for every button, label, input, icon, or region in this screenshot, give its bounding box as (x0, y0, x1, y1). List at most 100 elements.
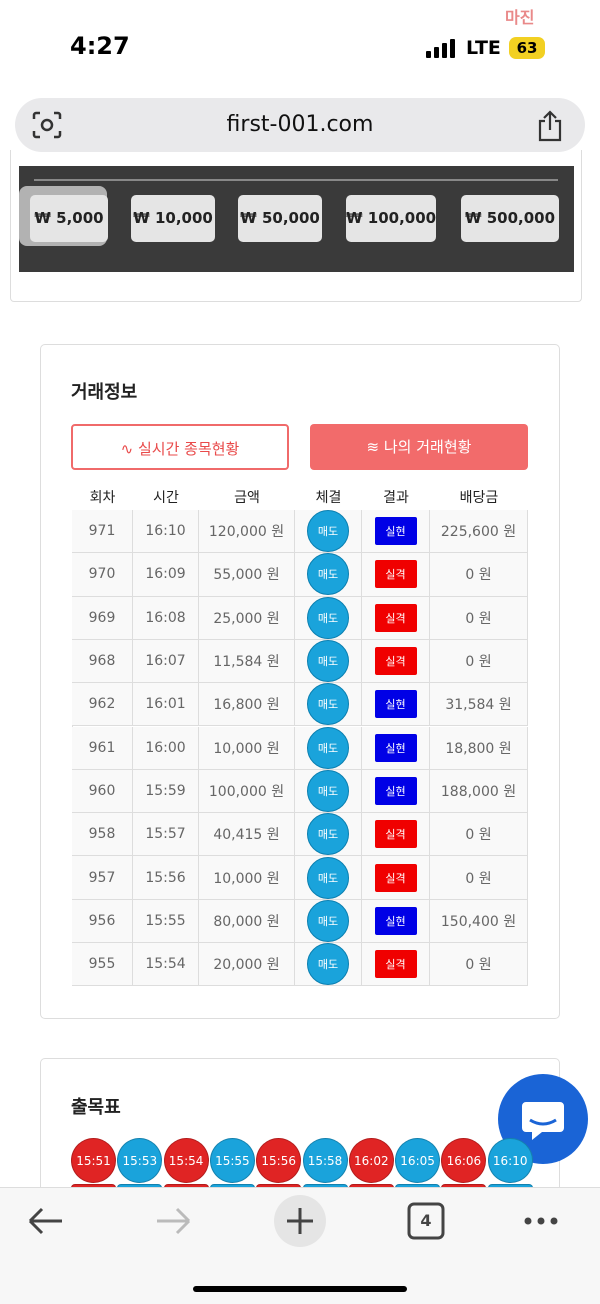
table-cell: 실격 (362, 943, 430, 987)
amount-button[interactable]: ₩ 50,000 (238, 195, 322, 242)
table-cell: 16:10 (133, 510, 199, 554)
more-dot[interactable] (550, 1217, 558, 1225)
side-badge: 매도 (307, 640, 349, 683)
table-cell: 실격 (362, 553, 430, 597)
cell-text: 957 (88, 869, 116, 886)
cell-text: 961 (88, 739, 116, 756)
table-cell: 매도 (295, 856, 362, 900)
table-cell: 20,000 원 (199, 943, 295, 987)
url-text[interactable]: first-001.com (226, 112, 374, 137)
tab-realtime-label[interactable]: 실시간 종목현황 (137, 440, 240, 458)
trade-title: 거래정보 (71, 382, 138, 403)
tab-mine-label[interactable]: 나의 거래현황 (383, 438, 472, 456)
back-button[interactable] (28, 1207, 62, 1235)
cell-text: 120,000 원 (208, 524, 285, 541)
table-cell: 매도 (295, 596, 362, 640)
battery: 63 (509, 37, 545, 59)
table-cell: 15:55 (133, 899, 199, 943)
forward-button[interactable] (157, 1207, 191, 1235)
side-badge: 매도 (307, 553, 349, 596)
cell-text: 31,584 원 (445, 697, 512, 714)
more-dot[interactable] (537, 1217, 545, 1225)
side-badge: 매도 (307, 510, 349, 553)
cell-text: 958 (88, 826, 116, 843)
result-ball: 15:54 (163, 1138, 209, 1183)
column-header: 결과 (383, 490, 409, 506)
cell-text: 970 (88, 566, 116, 583)
cell-text: 55,000 원 (213, 567, 280, 584)
toolbar-icons (28, 1195, 558, 1292)
side-badge: 매도 (307, 813, 349, 856)
cell-text: 955 (88, 956, 116, 973)
lens-icon[interactable] (32, 111, 62, 139)
table-cell: 매도 (295, 553, 362, 597)
result-badge: 실현 (374, 733, 417, 762)
cell-text: 100,000 원 (208, 783, 285, 800)
tabs-button[interactable] (407, 1202, 445, 1240)
side-badge: 매도 (307, 856, 349, 899)
table-cell: 10,000 원 (199, 856, 295, 900)
cell-text: 0 원 (465, 827, 492, 844)
signal-icon (426, 39, 455, 58)
table-cell: 0 원 (430, 856, 528, 900)
tab-mine[interactable]: ≋ 나의 거래현황 (310, 424, 528, 470)
table-cell: 실격 (362, 813, 430, 857)
table-cell: 961 (72, 726, 133, 770)
cell-text: 969 (88, 609, 116, 626)
table-cell: 11,584 원 (199, 639, 295, 684)
table-cell: 매도 (295, 726, 362, 770)
column-header: 시간 (153, 490, 179, 506)
table-cell: 16:09 (133, 553, 199, 597)
column-header: 체결 (315, 490, 342, 506)
column-header: 회차 (89, 490, 116, 506)
chat-icon[interactable] (498, 1074, 588, 1164)
table-cell: 실격 (362, 596, 430, 640)
result-badge: 실격 (374, 820, 417, 849)
table-cell: 0 원 (430, 639, 528, 684)
table-cell: 0 원 (430, 596, 528, 640)
url-bar[interactable] (15, 98, 585, 152)
cell-text: 15:57 (145, 826, 186, 843)
browser-toolbar: 4 (0, 1187, 600, 1304)
table-cell: 971 (72, 510, 133, 554)
table-cell: 15:56 (133, 856, 199, 900)
tab-realtime[interactable]: ∿ 실시간 종목현황 (71, 424, 289, 470)
table-cell: 실현 (362, 769, 430, 814)
amount-button[interactable]: ₩ 100,000 (346, 195, 436, 242)
cell-text: 16:07 (145, 653, 186, 670)
network-type: LTE (466, 37, 501, 59)
table-cell: 957 (72, 856, 133, 900)
amount-button[interactable]: ₩ 10,000 (131, 195, 215, 242)
cell-text: 0 원 (465, 654, 492, 671)
cell-text: 968 (88, 653, 116, 670)
table-cell: 실현 (362, 683, 430, 727)
share-icon[interactable] (536, 110, 564, 142)
table-cell: 매도 (295, 769, 362, 814)
amount-button[interactable]: ₩ 500,000 (461, 195, 559, 242)
table-cell: 40,415 원 (199, 813, 295, 857)
table-cell: 실격 (362, 639, 430, 684)
result-ball: 15:56 (256, 1138, 302, 1183)
more-dot[interactable] (524, 1217, 532, 1225)
cell-text: 225,600 원 (440, 524, 517, 541)
table-cell: 실격 (362, 856, 430, 900)
amount-button[interactable]: ₩ 5,000 (30, 195, 108, 242)
table-cell: 955 (72, 943, 133, 987)
table-cell: 18,800 원 (430, 726, 528, 770)
column-header: 배당금 (459, 490, 499, 506)
result-badge: 실격 (374, 560, 417, 589)
cell-text: 150,400 원 (440, 913, 517, 930)
cell-text: 188,000 원 (440, 783, 517, 800)
result-ball: 16:02 (348, 1138, 394, 1183)
tab-mine-icon: ≋ (366, 438, 384, 456)
cell-text: 40,415 원 (213, 827, 280, 844)
cell-text: 0 원 (465, 610, 492, 627)
cell-text: 25,000 원 (213, 610, 280, 627)
result-badge: 실격 (374, 603, 417, 632)
table-cell: 100,000 원 (199, 769, 295, 814)
cell-text: 80,000 원 (213, 913, 280, 930)
side-badge: 매도 (307, 726, 349, 769)
table-cell: 968 (72, 639, 133, 684)
tab-count[interactable]: 4 (420, 1211, 432, 1230)
